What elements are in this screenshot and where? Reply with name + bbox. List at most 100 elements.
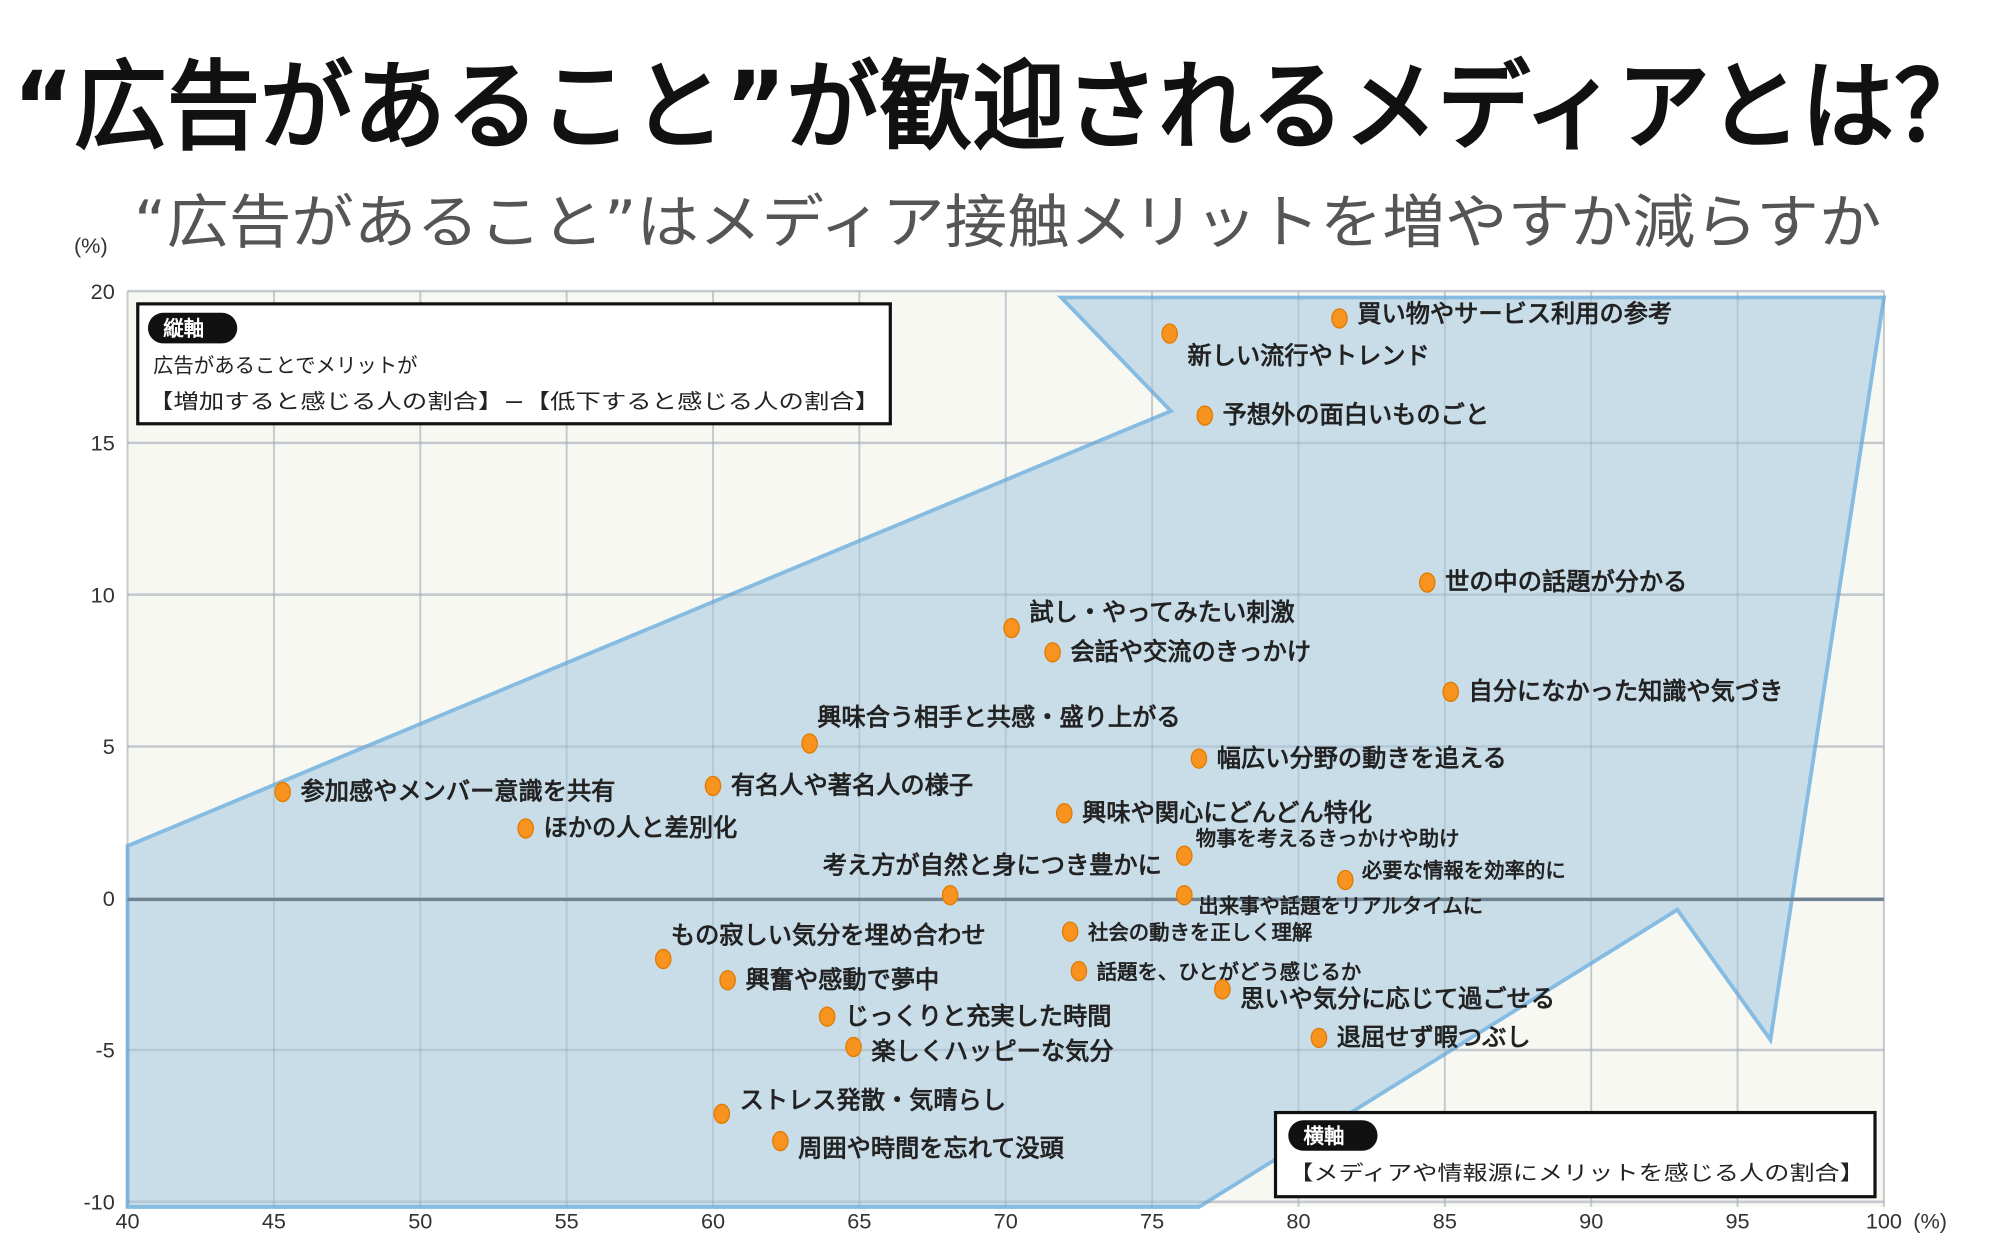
point-label: 思いや気分に応じて過ごせる <box>1240 985 1555 1013</box>
point-label: 自分になかった知識や気づき <box>1469 677 1784 705</box>
x-axis-legend-box: 横軸 【メディアや情報源にメリットを感じる人の割合】 <box>1273 1110 1877 1199</box>
x-tick-label: 100 <box>1866 1209 1902 1234</box>
data-point: 予想外の面白いものごと <box>1196 401 1489 429</box>
data-point: 思いや気分に応じて過ごせる <box>1214 979 1555 1013</box>
y-axis-desc-line1: 広告があることでメリットが <box>153 354 417 378</box>
point-marker <box>713 1103 731 1124</box>
point-label: 楽しくハッピーな気分 <box>871 1038 1113 1066</box>
y-unit-label: (%) <box>74 233 108 258</box>
point-label: 有名人や著名人の様子 <box>731 772 973 800</box>
x-axis-desc: 【メディアや情報源にメリットを感じる人の割合】 <box>1288 1161 1865 1185</box>
point-label: ストレス発散・気晴らし <box>740 1087 1006 1115</box>
point-marker <box>818 1006 836 1027</box>
data-point: もの寂しい気分を埋め合わせ <box>654 922 986 970</box>
data-point: 参加感やメンバー意識を共有 <box>274 778 616 806</box>
y-tick-label: 5 <box>103 734 115 759</box>
point-label: 興味合う相手と共感・盛り上がる <box>817 704 1180 732</box>
point-marker <box>1337 869 1354 891</box>
data-point: 買い物やサービス利用の参考 <box>1331 300 1672 329</box>
point-label: 参加感やメンバー意識を共有 <box>301 778 616 806</box>
data-point: 物事を考えるきっかけや助け <box>1176 827 1460 866</box>
data-point: 幅広い分野の動きを追える <box>1190 744 1507 772</box>
x-tick-label: 60 <box>701 1209 725 1234</box>
point-marker <box>1176 885 1193 906</box>
x-axis-badge <box>1288 1120 1378 1151</box>
point-marker <box>274 781 291 803</box>
data-point: ほかの人と差別化 <box>517 814 737 842</box>
point-marker <box>719 970 736 991</box>
x-tick-label: 65 <box>847 1209 871 1234</box>
data-point: 考え方が自然と身につき豊かに <box>823 852 1162 906</box>
y-tick-label: -5 <box>96 1038 115 1063</box>
point-marker <box>1055 803 1073 824</box>
point-marker <box>704 775 722 797</box>
x-tick-label: 95 <box>1726 1209 1750 1234</box>
x-tick-label: 85 <box>1433 1209 1457 1234</box>
point-label: 物事を考えるきっかけや助け <box>1196 827 1460 851</box>
point-marker <box>1196 405 1214 426</box>
point-marker <box>1161 323 1178 344</box>
data-point: 出来事や話題をリアルタイムに <box>1176 885 1483 918</box>
x-tick-label: 45 <box>262 1209 286 1234</box>
x-tick-label: 55 <box>555 1209 579 1234</box>
point-marker <box>941 885 959 906</box>
chart-subtitle: “広告があること”はメディア接触メリットを増やすか減らすか <box>134 189 1881 257</box>
x-tick-label: 75 <box>1140 1209 1164 1234</box>
point-marker <box>517 818 534 839</box>
point-label: 世の中の話題が分かる <box>1445 568 1687 596</box>
y-tick-label: 20 <box>91 279 115 304</box>
point-label: 幅広い分野の動きを追える <box>1217 744 1507 772</box>
point-label: 興味や関心にどんどん特化 <box>1082 799 1372 827</box>
y-tick-label: 15 <box>91 431 115 456</box>
data-point: 周囲や時間を忘れて没頭 <box>772 1130 1065 1162</box>
data-point: ストレス発散・気晴らし <box>713 1087 1006 1124</box>
y-axis-desc-line2: 【増加すると感じる人の割合】−【低下すると感じる人の割合】 <box>148 389 880 413</box>
point-marker <box>1442 681 1459 703</box>
data-point: 世の中の話題が分かる <box>1418 568 1687 596</box>
point-label: 買い物やサービス利用の参考 <box>1357 300 1672 328</box>
point-label: 考え方が自然と身につき豊かに <box>823 852 1162 880</box>
x-tick-label: 50 <box>408 1209 432 1234</box>
point-label: 社会の動きを正しく理解 <box>1087 920 1312 944</box>
point-marker <box>1190 748 1208 769</box>
data-point: 新しい流行やトレンド <box>1161 323 1430 370</box>
point-label: じっくりと充実した時間 <box>845 1002 1111 1030</box>
data-points: 買い物やサービス利用の参考新しい流行やトレンド予想外の面白いものごと世の中の話題… <box>274 300 1784 1162</box>
data-point: 会話や交流のきっかけ <box>1044 638 1311 666</box>
point-label: 話題を、ひとがどう感じるか <box>1097 960 1362 984</box>
x-tick-label: 40 <box>115 1209 139 1234</box>
data-point: 興味合う相手と共感・盛り上がる <box>801 704 1181 754</box>
point-label: 予想外の面白いものごと <box>1223 401 1489 429</box>
grid-lines-overlay <box>126 289 1885 1207</box>
data-point: 社会の動きを正しく理解 <box>1061 920 1312 944</box>
y-tick-label: -10 <box>83 1189 114 1214</box>
x-unit-label: (%) <box>1913 1209 1947 1234</box>
data-point: 試し・やってみたい刺激 <box>1003 598 1295 639</box>
main-title: “広告があること”が歓迎されるメディアとは？ <box>13 51 1987 164</box>
point-marker <box>845 1036 862 1058</box>
point-marker <box>772 1130 789 1152</box>
point-marker <box>1003 617 1020 639</box>
point-marker <box>1176 845 1193 866</box>
point-marker <box>1310 1027 1328 1049</box>
data-point: 必要な情報を効率的に <box>1337 858 1566 891</box>
x-tick-label: 90 <box>1579 1209 1603 1234</box>
data-point: 自分になかった知識や気づき <box>1442 677 1784 705</box>
point-marker <box>801 733 818 754</box>
y-axis-badge <box>147 312 238 344</box>
point-label: 退屈せず暇つぶし <box>1337 1024 1531 1052</box>
point-marker <box>1070 960 1088 982</box>
point-marker <box>654 948 672 970</box>
point-label: 会話や交流のきっかけ <box>1070 638 1311 666</box>
x-tick-label: 80 <box>1286 1209 1310 1234</box>
y-axis-legend-box: 縦軸 広告があることでメリットが 【増加すると感じる人の割合】−【低下すると感じ… <box>136 302 892 426</box>
data-point: 興奮や感動で夢中 <box>719 966 939 994</box>
data-point: 楽しくハッピーな気分 <box>845 1036 1114 1066</box>
data-point: 興味や関心にどんどん特化 <box>1055 799 1372 827</box>
point-label: 周囲や時間を忘れて没頭 <box>798 1134 1064 1162</box>
point-label: 出来事や話題をリアルタイムに <box>1198 894 1483 918</box>
point-label: 新しい流行やトレンド <box>1188 342 1430 370</box>
y-tick-label: 10 <box>91 582 115 607</box>
